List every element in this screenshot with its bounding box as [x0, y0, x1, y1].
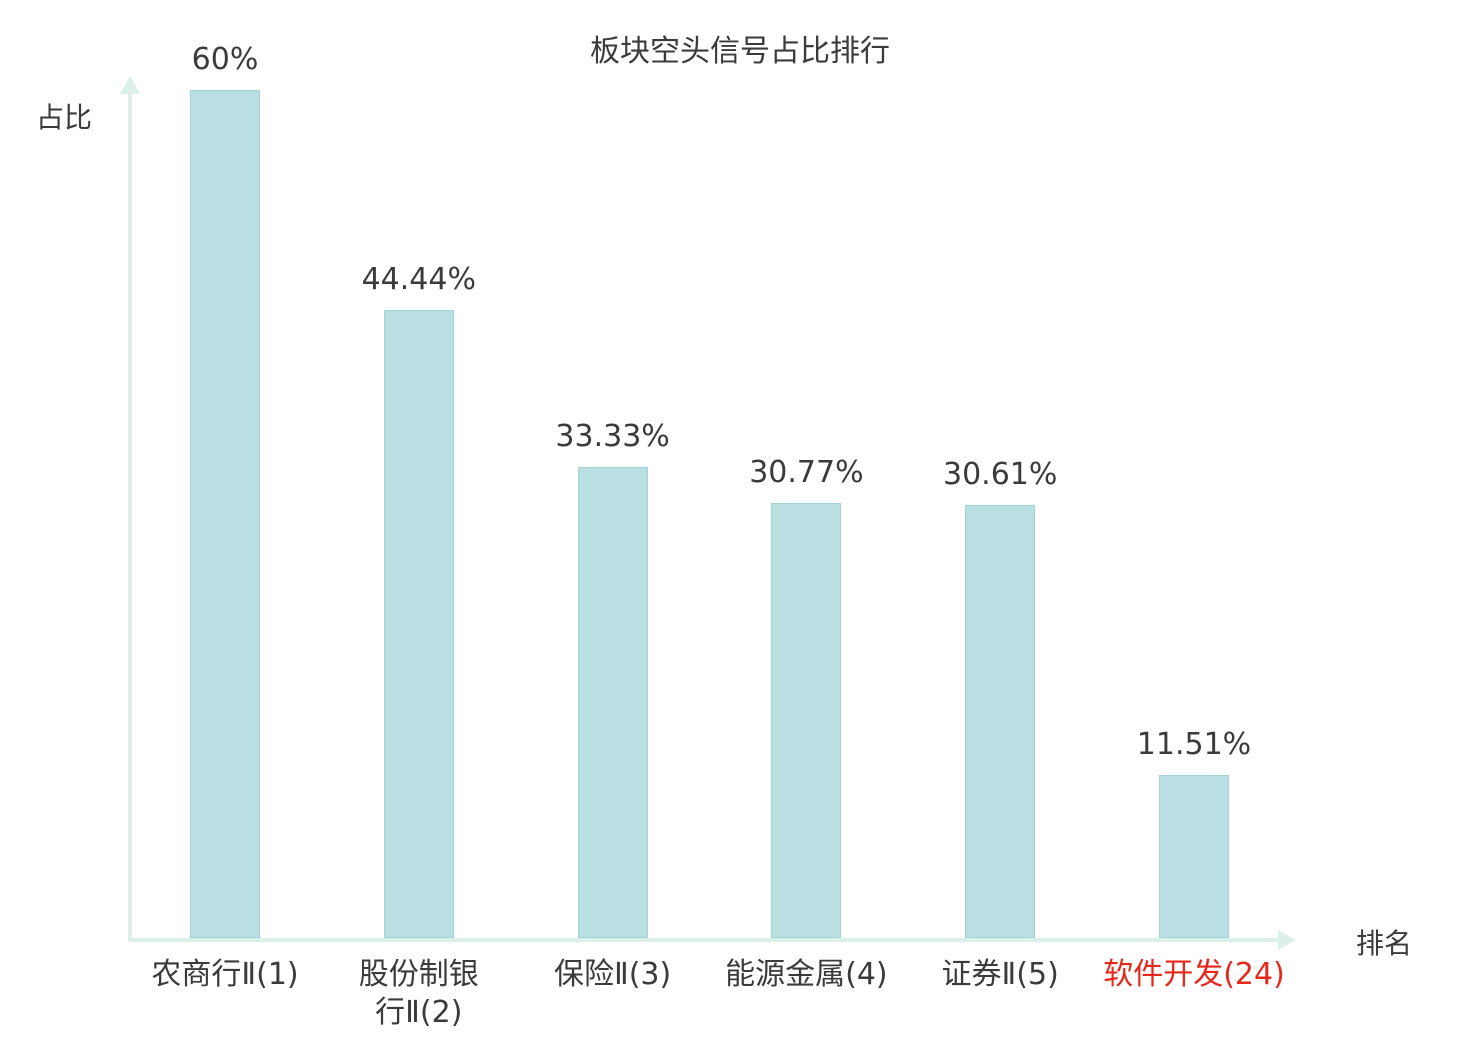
- bar-category-label-line: 行Ⅱ(2): [375, 994, 463, 1030]
- bar-category-label-line: 股份制银: [358, 957, 479, 992]
- bar: [965, 505, 1036, 938]
- bar: [771, 503, 842, 938]
- bar-category-label-line: 农商行Ⅱ(1): [151, 957, 299, 992]
- x-axis-line: [128, 938, 1280, 942]
- bar-value-label: 11.51%: [1136, 727, 1252, 762]
- bar: [383, 310, 454, 938]
- bar-category-label-line: 能源金属(4): [725, 957, 888, 992]
- bar: [1159, 775, 1229, 938]
- bar-category-label: 证券Ⅱ(5): [885, 956, 1115, 994]
- x-axis-arrowhead: [1278, 930, 1296, 950]
- bar-category-label-line: 保险Ⅱ(3): [553, 957, 672, 992]
- bar-category-label-line: 证券Ⅱ(5): [941, 957, 1059, 992]
- bar: [577, 467, 648, 938]
- bar-value-label: 33.33%: [555, 419, 670, 454]
- bar-category-label: 保险Ⅱ(3): [498, 956, 728, 994]
- y-axis-line: [128, 92, 132, 940]
- bar-category-label: 股份制银 行Ⅱ(2): [304, 956, 534, 1031]
- bar-value-label: 44.44%: [361, 262, 476, 297]
- bar-category-label: 农商行Ⅱ(1): [110, 956, 340, 994]
- bar-category-label: 能源金属(4): [691, 956, 921, 994]
- bar-value-label: 60%: [191, 42, 259, 77]
- x-axis-label: 排名: [1356, 927, 1413, 960]
- bar-value-label: 30.61%: [942, 457, 1058, 492]
- bar-category-label: 软件开发(24): [1079, 956, 1309, 994]
- y-axis-label: 占比: [36, 101, 93, 134]
- y-axis-arrowhead: [120, 76, 140, 94]
- chart-title: 板块空头信号占比排行: [590, 34, 890, 69]
- bar: [190, 90, 260, 938]
- bar-value-label: 30.77%: [749, 455, 864, 490]
- bar-category-label-line: 软件开发(24): [1103, 957, 1285, 992]
